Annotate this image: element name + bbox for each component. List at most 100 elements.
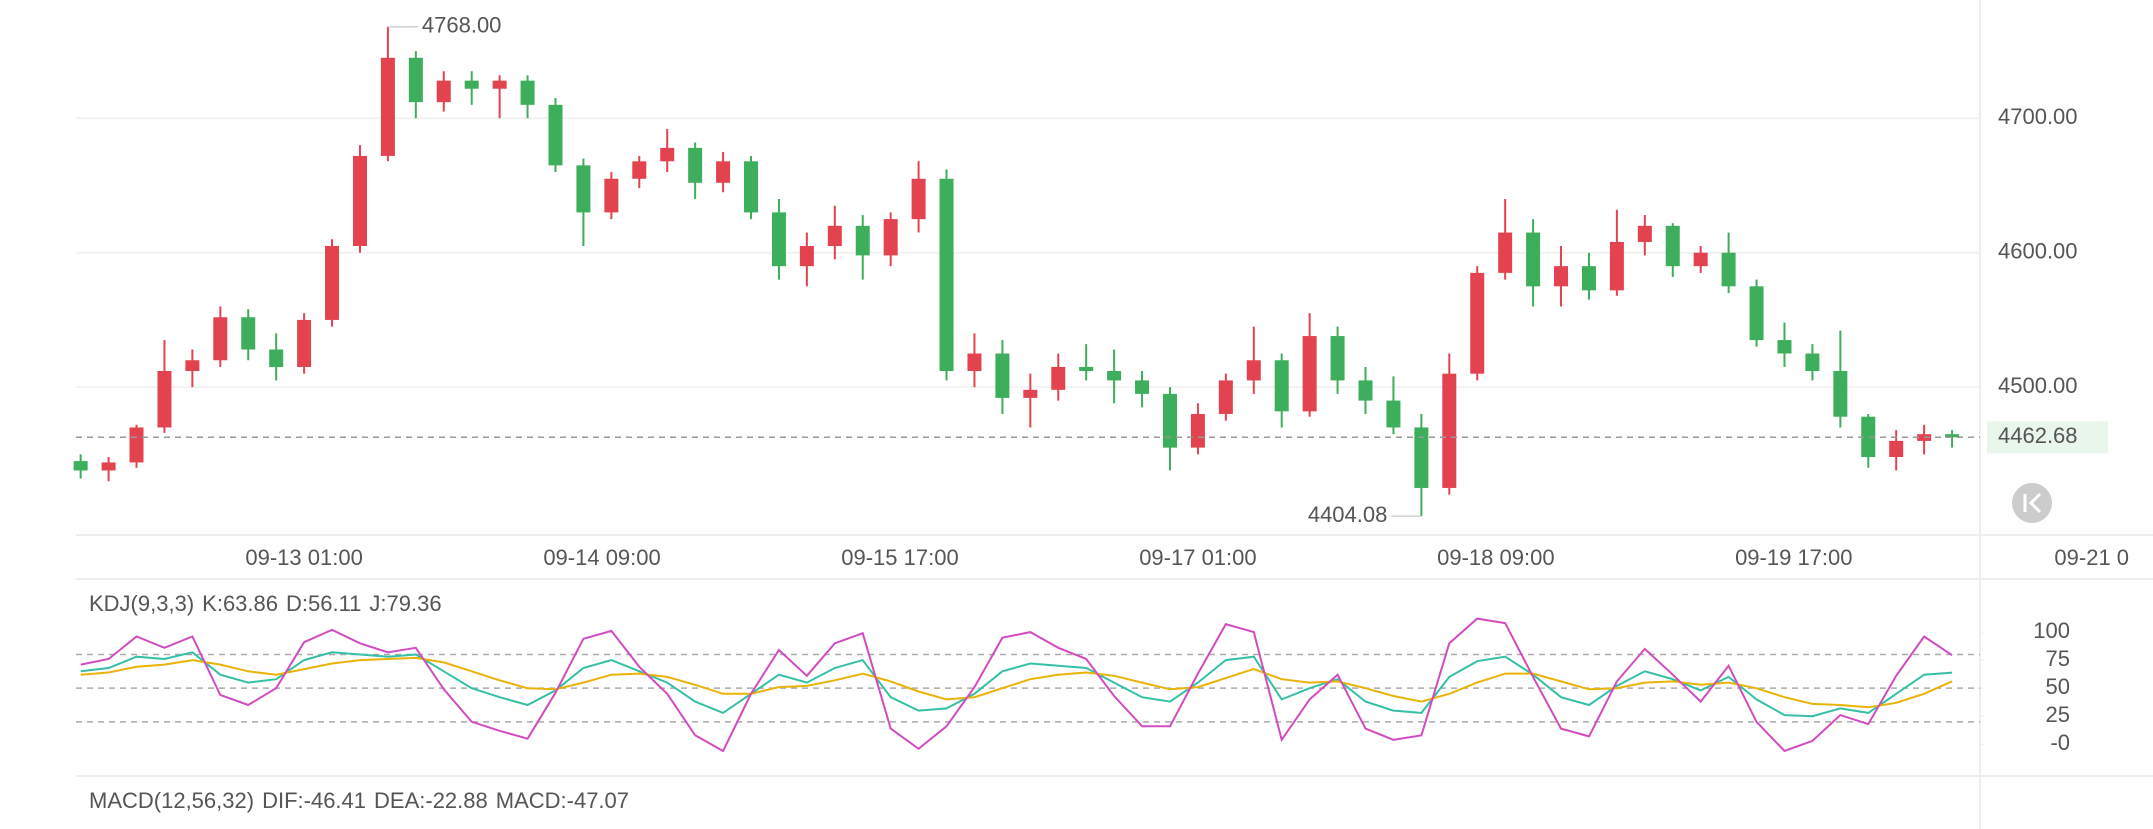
candle-body	[688, 147, 703, 183]
legend-entry: MACD:-47.07	[496, 788, 629, 813]
indicator-line	[80, 656, 1953, 709]
candle-body	[1246, 360, 1261, 381]
candle-body	[1581, 266, 1596, 291]
y-tick-label: -0	[2050, 730, 2070, 755]
candle-body	[1162, 393, 1177, 448]
annotation-label: 4404.08	[1308, 502, 1388, 527]
candle-body	[1218, 380, 1233, 415]
candle-body	[1358, 380, 1373, 401]
candle-body	[1861, 416, 1876, 458]
candle-body	[1945, 434, 1960, 438]
candle-body	[1135, 380, 1150, 394]
y-tick-label: 4500.00	[1998, 373, 2078, 398]
candle-body	[1051, 366, 1066, 390]
candle-body	[436, 80, 451, 103]
candle-body	[1554, 266, 1569, 287]
candle-body	[1749, 286, 1764, 341]
candle-body	[716, 161, 731, 183]
y-tick-label: 4700.00	[1998, 104, 2078, 129]
y-tick-label: 25	[2046, 702, 2070, 727]
legend-entry: DIF:-46.41	[262, 788, 366, 813]
legend-title: MACD(12,56,32)	[89, 788, 254, 813]
y-tick-label: 50	[2046, 674, 2070, 699]
candle-body	[548, 104, 563, 166]
candle-body	[1889, 440, 1904, 458]
candle-body	[269, 349, 284, 367]
back-button[interactable]	[2012, 483, 2052, 523]
candle-body	[1470, 272, 1485, 374]
candle-body	[1442, 373, 1457, 488]
annotation-label: 4768.00	[422, 13, 502, 38]
candle-body	[1498, 232, 1513, 273]
candle-body	[1833, 371, 1848, 417]
candle-body	[1693, 252, 1708, 267]
candle-body	[213, 317, 228, 361]
back-icon[interactable]	[2023, 492, 2042, 514]
candle-body	[576, 165, 591, 213]
candle-body	[73, 461, 88, 471]
candle-body	[157, 371, 172, 428]
candle-body	[129, 427, 144, 463]
y-tick-label: 75	[2046, 646, 2070, 671]
y-tick-label: 4600.00	[1998, 239, 2078, 264]
candle-body	[1190, 414, 1205, 448]
candle-body	[408, 57, 423, 103]
candle-body	[1023, 389, 1038, 398]
candle-body	[297, 319, 312, 367]
candle-body	[1721, 252, 1736, 287]
x-tick-label: 09-13 01:00	[245, 545, 362, 570]
candle-body	[939, 178, 954, 372]
candle-body	[827, 225, 842, 246]
candle-body	[1302, 336, 1317, 412]
candle-body	[1609, 241, 1624, 291]
legend-entry: DEA:-22.88	[374, 788, 488, 813]
x-tick-label: 09-19 17:00	[1735, 545, 1852, 570]
legend-entry: K:63.86	[202, 591, 278, 616]
x-tick-label: 09-14 09:00	[543, 545, 660, 570]
candle-body	[464, 80, 479, 89]
candle-body	[241, 317, 256, 350]
candle-body	[1665, 225, 1680, 267]
indicator-line	[80, 651, 1953, 718]
legend-title: KDJ(9,3,3)	[89, 591, 194, 616]
candle-body	[1637, 225, 1652, 242]
candle-body	[185, 360, 200, 372]
candle-body	[1805, 353, 1820, 372]
candle-body	[660, 147, 675, 162]
candle-body	[1330, 336, 1345, 381]
candle-body	[520, 80, 535, 105]
indicator-line	[80, 617, 1953, 753]
candle-body	[1274, 360, 1289, 412]
x-tick-label: 09-21 0	[2054, 545, 2129, 570]
x-tick-label: 09-15 17:00	[841, 545, 958, 570]
candle-body	[380, 57, 395, 156]
candle-body	[1386, 400, 1401, 428]
candle-body	[771, 212, 786, 267]
candle-body	[1414, 427, 1429, 488]
candle-body	[632, 161, 647, 179]
last-price-box	[1987, 421, 2108, 454]
candle-body	[1777, 340, 1792, 354]
candle-body	[1107, 371, 1122, 381]
last-price-label: 4462.68	[1998, 423, 2078, 448]
candle-body	[604, 178, 619, 213]
candle-body	[744, 161, 759, 213]
candle-body	[883, 219, 898, 256]
candle-body	[492, 80, 507, 89]
candle-body	[995, 353, 1010, 398]
candle-body	[799, 245, 814, 267]
candle-body	[1079, 366, 1094, 372]
legend-entry: D:56.11	[286, 591, 361, 616]
candle-body	[325, 245, 340, 320]
candle-body	[1526, 232, 1541, 287]
x-tick-label: 09-18 09:00	[1437, 545, 1554, 570]
candle-body	[855, 225, 870, 256]
candle-body	[101, 462, 116, 471]
legend-entry: J:79.36	[369, 591, 441, 616]
candle-body	[911, 178, 926, 220]
candle-body	[967, 353, 982, 372]
candle-body	[352, 155, 367, 246]
x-tick-label: 09-17 01:00	[1139, 545, 1256, 570]
y-tick-label: 100	[2033, 618, 2070, 643]
